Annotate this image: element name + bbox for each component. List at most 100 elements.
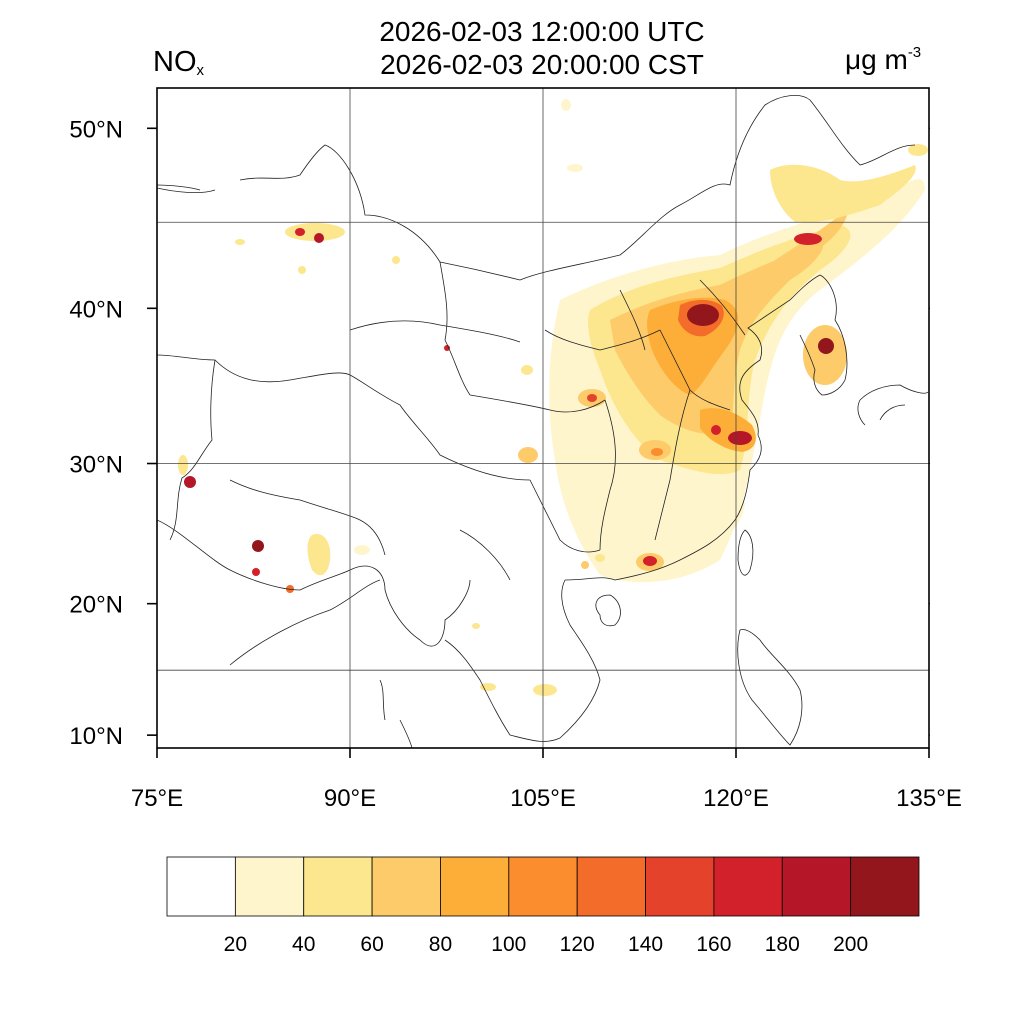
- boundary-line: [739, 274, 821, 436]
- map-area: [157, 88, 929, 748]
- boundary-line: [564, 434, 762, 581]
- concentration-region: [908, 144, 928, 156]
- province-boundary: [699, 279, 746, 336]
- colorbar-swatch: [371, 856, 441, 917]
- boundary-line: [229, 479, 386, 556]
- longitude-tick-label: 90°E: [324, 785, 376, 812]
- longitude-tick-label: 135°E: [896, 785, 962, 812]
- concentration-region: [518, 447, 538, 463]
- boundary-line: [239, 95, 916, 281]
- graticule: [157, 88, 929, 748]
- concentration-region: [472, 623, 480, 629]
- colorbar-tick-label: 140: [628, 933, 663, 956]
- latitude-tick-label: 30°N: [69, 452, 123, 479]
- colorbar-swatch: [850, 856, 920, 917]
- concentration-region: [684, 476, 745, 550]
- colorbar-tick-label: 100: [491, 933, 526, 956]
- nox-concentration-field: [178, 99, 928, 696]
- concentration-region: [770, 164, 916, 223]
- axis-ticks: [147, 127, 930, 758]
- boundary-line: [737, 529, 754, 576]
- concentration-region: [581, 561, 589, 569]
- colorbar-tick-label: 120: [560, 933, 595, 956]
- concentration-region: [235, 239, 245, 245]
- concentration-region: [252, 568, 260, 576]
- colorbar: 20 40 60 80 100 120 140 160 180 200: [166, 856, 920, 956]
- province-boundary: [529, 479, 601, 553]
- unit-exponent: -3: [907, 44, 922, 61]
- concentration-region: [561, 99, 571, 111]
- province-boundary: [459, 529, 511, 581]
- concentration-region: [643, 556, 657, 566]
- colorbar-tick-label: 160: [696, 933, 731, 956]
- concentration-region: [595, 554, 605, 562]
- colorbar-swatch: [166, 856, 236, 917]
- colorbar-tick-label: 80: [429, 933, 452, 956]
- concentration-region: [295, 228, 305, 236]
- concentration-region: [392, 256, 400, 264]
- colorbar-tick-label: 200: [833, 933, 868, 956]
- concentration-region: [687, 304, 719, 326]
- province-boundary: [654, 389, 691, 541]
- boundary-line: [799, 274, 848, 396]
- colorbar-swatch: [508, 856, 578, 917]
- boundary-line: [169, 359, 216, 541]
- concentration-region: [285, 223, 345, 241]
- concentration-region: [794, 233, 822, 245]
- province-boundary: [439, 261, 471, 396]
- concentration-region: [651, 448, 663, 456]
- latitude-tick-label: 40°N: [69, 296, 123, 323]
- boundary-line: [857, 384, 929, 426]
- boundary-line: [379, 679, 413, 748]
- boundary-line: [444, 579, 601, 742]
- longitude-tick-label: 120°E: [703, 785, 769, 812]
- colorbar-tick-label: 40: [292, 933, 315, 956]
- boundary-line: [157, 519, 351, 591]
- variable-name: NO: [153, 46, 197, 78]
- province-boundary: [619, 289, 646, 351]
- concentration-region: [533, 684, 557, 696]
- unit-base: μg m: [845, 44, 908, 75]
- map-title-utc: 2026-02-03 12:00:00 UTC: [379, 16, 705, 47]
- colorbar-swatch: [645, 856, 715, 917]
- boundary-line: [229, 579, 381, 666]
- longitude-tick-label: 105°E: [510, 785, 576, 812]
- concentration-region: [252, 540, 264, 552]
- latitude-tick-label: 10°N: [69, 723, 123, 750]
- concentration-region: [760, 211, 848, 285]
- province-boundary: [659, 329, 731, 411]
- boundary-line: [349, 565, 471, 647]
- boundary-line: [157, 184, 201, 191]
- concentration-region: [803, 325, 847, 385]
- colorbar-swatch: [576, 856, 646, 917]
- boundary-line: [737, 629, 803, 746]
- concentration-region: [567, 164, 583, 172]
- colorbar-tick-label: 180: [765, 933, 800, 956]
- boundary-line: [595, 594, 621, 627]
- concentration-region: [587, 394, 597, 402]
- province-boundary: [349, 320, 521, 343]
- concentration-region: [354, 545, 370, 555]
- province-boundary: [469, 394, 606, 413]
- axis-labels: 50°N 40°N 30°N 20°N 10°N 75°E 90°E 105°E 120°E 13…: [69, 116, 961, 812]
- variable-subscript: x: [196, 62, 205, 79]
- longitude-tick-label: 75°E: [131, 785, 183, 812]
- map-title-cst: 2026-02-03 20:00:00 CST: [380, 49, 704, 80]
- latitude-tick-label: 20°N: [69, 592, 123, 619]
- colorbar-swatch: [234, 856, 305, 917]
- concentration-region: [307, 534, 331, 576]
- unit-label: μg m-3: [845, 44, 921, 76]
- province-boundary: [544, 329, 661, 351]
- concentration-region: [178, 455, 188, 475]
- concentration-region: [711, 425, 721, 435]
- concentration-region: [444, 345, 450, 351]
- concentration-region: [184, 476, 196, 488]
- colorbar-swatch: [440, 856, 510, 917]
- concentration-region: [728, 431, 752, 445]
- latitude-tick-label: 50°N: [69, 116, 123, 143]
- variable-label: NOx: [153, 46, 204, 79]
- concentration-region: [298, 266, 306, 274]
- concentration-region: [314, 233, 324, 243]
- boundary-line: [157, 187, 216, 194]
